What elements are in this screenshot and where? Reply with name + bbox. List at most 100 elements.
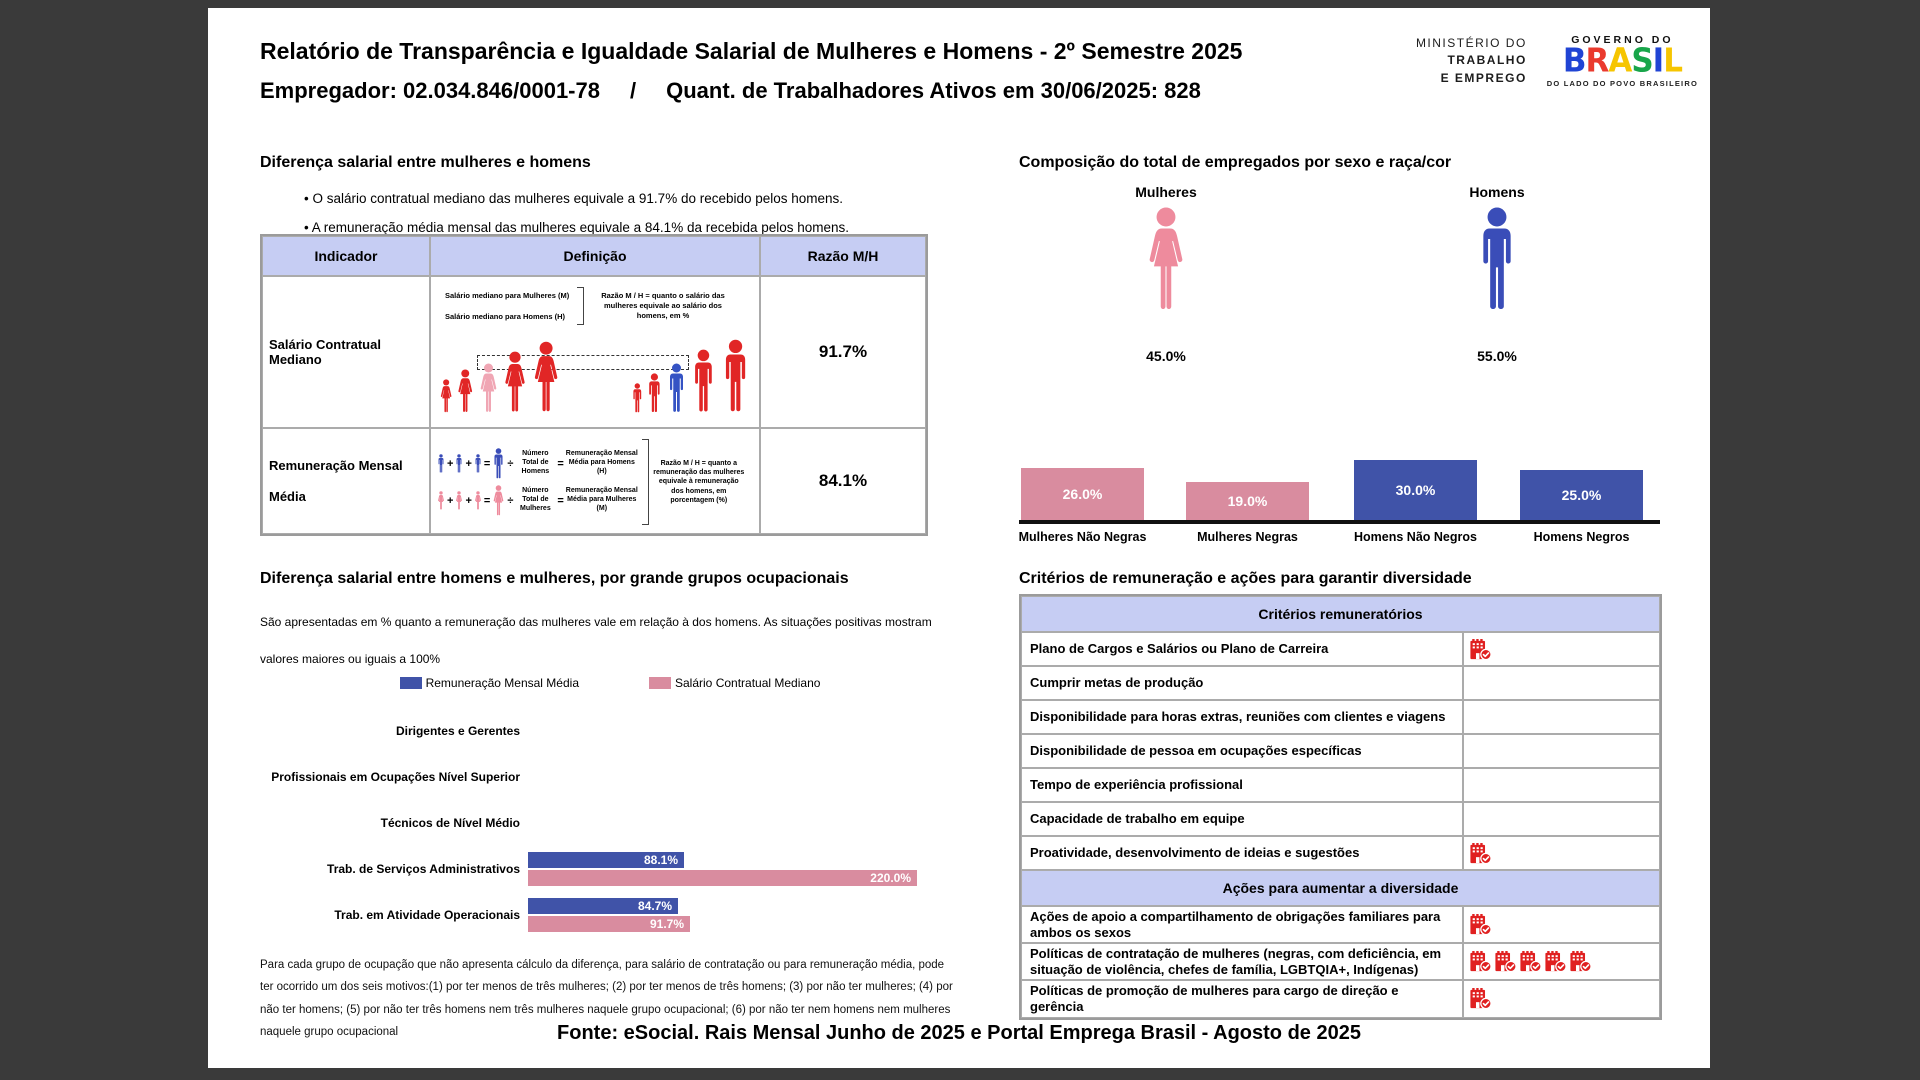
woman-icon xyxy=(437,491,445,510)
woman-icon xyxy=(439,379,453,413)
company-check-icon xyxy=(1495,951,1517,973)
company-check-icon xyxy=(1470,842,1492,864)
plus-sign: + xyxy=(447,457,454,470)
man-icon xyxy=(492,448,505,479)
occupational-description: São apresentadas em % quanto a remuneraç… xyxy=(260,615,932,666)
man-icon xyxy=(720,339,751,413)
criterion-row: Disponibilidade de pessoa em ocupações e… xyxy=(1021,734,1660,768)
company-check-icon xyxy=(1470,638,1492,660)
company-check-icon xyxy=(1570,951,1592,973)
legend-item: Remuneração Mensal Média xyxy=(399,676,579,690)
composition-bar: 26.0% xyxy=(1021,468,1144,520)
criterion-label: Proatividade, desenvolvimento de ideias … xyxy=(1021,836,1463,870)
woman-icon xyxy=(478,363,499,413)
median-pictogram-strip xyxy=(439,339,751,413)
man-icon xyxy=(631,383,644,413)
man-icon xyxy=(474,454,482,473)
composition-category-label: Mulheres Negras xyxy=(1197,530,1298,544)
man-icon xyxy=(646,373,663,413)
occupational-category-label: Técnicos de Nível Médio xyxy=(380,816,520,830)
table-row-median: Salário Contratual Mediano Salário media… xyxy=(262,276,926,428)
brasil-wordmark: BRASIL xyxy=(1562,42,1683,80)
diversity-action-section-header: Ações para aumentar a diversidade xyxy=(1021,870,1660,906)
occupational-category-label: Trab. em Atividade Operacionais xyxy=(334,908,520,922)
mean-ratio-note: Razão M / H = quanto a remuneração das m… xyxy=(653,460,745,504)
plus-sign: + xyxy=(465,457,472,470)
indicator-mean-label: Remuneração Mensal Média xyxy=(262,428,430,534)
equals-sign: = xyxy=(483,457,491,470)
chart-baseline xyxy=(1019,520,1660,524)
criteria-table: Critérios remuneratórios Plano de Cargos … xyxy=(1019,594,1662,1020)
plus-sign: + xyxy=(465,494,472,507)
ministry-logo: MINISTÉRIO DO TRABALHO E EMPREGO xyxy=(1416,35,1527,87)
diversity-action-label: Políticas de promoção de mulheres para c… xyxy=(1021,980,1463,1018)
composition-bar: 25.0% xyxy=(1520,470,1643,520)
criterion-markers-cell xyxy=(1463,802,1660,836)
logo-area: MINISTÉRIO DO TRABALHO E EMPREGO GOVERNO… xyxy=(1348,34,1698,88)
occupational-row: Trab. de Serviços Administrativos 88.1% 22… xyxy=(260,846,960,892)
bullet-median-salary: O salário contratual mediano das mulhere… xyxy=(304,184,849,213)
ministry-line1: MINISTÉRIO DO xyxy=(1415,35,1527,50)
report-source-footer: Fonte: eSocial. Rais Mensal Junho de 202… xyxy=(557,1022,1361,1044)
woman-icon xyxy=(455,491,463,510)
man-icon xyxy=(1476,206,1518,312)
man-icon xyxy=(455,454,463,473)
criterion-label: Disponibilidade para horas extras, reuni… xyxy=(1021,700,1463,734)
salary-gap-bullets: O salário contratual mediano das mulhere… xyxy=(304,184,849,242)
woman-icon xyxy=(456,369,475,413)
occupational-heading: Diferença salarial entre homens e mulher… xyxy=(260,570,849,587)
diversity-action-row: Ações de apoio a compartilhamento de obr… xyxy=(1021,906,1660,944)
criterion-markers-cell xyxy=(1463,734,1660,768)
col-header-razao: Razão M/H xyxy=(760,236,926,276)
occupational-bar: 88.1% xyxy=(528,852,684,868)
median-men-label: Salário mediano para Homens (H) xyxy=(445,312,566,321)
occupational-bar: 91.7% xyxy=(528,916,690,932)
rem-mulheres-label: Remuneração Mensal Média para Mulheres (… xyxy=(565,487,638,512)
criteria-heading: Critérios de remuneração e ações para ga… xyxy=(1019,570,1472,587)
woman-icon xyxy=(492,485,505,516)
mean-definition-diagram: + + = ÷ Número Total de Homens = Remuner… xyxy=(430,428,760,534)
company-check-icon xyxy=(1545,951,1567,973)
woman-icon xyxy=(502,351,528,413)
criterion-markers-cell xyxy=(1463,666,1660,700)
median-diagram-labels: Salário mediano para Mulheres (M) Salári… xyxy=(431,277,759,327)
diversity-action-markers-cell xyxy=(1463,980,1660,1018)
diversity-action-row: Políticas de promoção de mulheres para c… xyxy=(1021,980,1660,1018)
man-icon xyxy=(690,349,717,413)
occupational-row: Trab. em Atividade Operacionais 84.7% 91.7… xyxy=(260,892,960,938)
composition-chart: Mulheres Homens 45.0% 55.0% 26.0% Mulhere… xyxy=(1019,148,1660,558)
criterion-label: Disponibilidade de pessoa em ocupações e… xyxy=(1021,734,1463,768)
composition-bar: 19.0% xyxy=(1186,482,1309,520)
composition-category-label: Homens Negros xyxy=(1533,530,1630,544)
occupational-bar: 84.7% xyxy=(528,898,678,914)
salary-gap-heading: Diferença salarial entre mulheres e home… xyxy=(260,154,591,171)
diversity-action-markers-cell xyxy=(1463,906,1660,944)
criterion-label: Tempo de experiência profissional xyxy=(1021,768,1463,802)
woman-icon xyxy=(1145,206,1187,312)
legend-item: Salário Contratual Mediano xyxy=(649,676,820,690)
bracket-shape xyxy=(641,439,649,525)
chart-legend: Remuneração Mensal Média Salário Contratu… xyxy=(260,676,960,690)
company-check-icon xyxy=(1470,988,1492,1010)
divide-sign: ÷ xyxy=(507,457,514,470)
median-ratio-note: Razão M / H = quanto o salário das mulhe… xyxy=(601,290,725,321)
occupational-category-label: Dirigentes e Gerentes xyxy=(395,724,520,738)
indicator-table: Indicador Definição Razão M/H Salário Co… xyxy=(260,234,928,536)
ministry-line3: E EMPREGO xyxy=(1440,70,1527,85)
occupational-row: Profissionais em Ocupações Nível Superio… xyxy=(260,754,960,800)
occupational-bar-chart: Dirigentes e Gerentes Profissionais em Oc… xyxy=(260,708,960,938)
rem-homens-label: Remuneração Mensal Média para Homens (H) xyxy=(565,450,638,475)
criterion-row: Plano de Cargos e Salários ou Plano de C… xyxy=(1021,632,1660,666)
diversity-action-row: Políticas de contratação de mulheres (ne… xyxy=(1021,943,1660,981)
subtitle-separator: / xyxy=(629,78,637,103)
company-check-icon xyxy=(1520,951,1542,973)
men-percentage: 55.0% xyxy=(1477,348,1517,364)
plus-sign: + xyxy=(447,494,454,507)
company-check-icon xyxy=(1470,914,1492,936)
criterion-markers-cell xyxy=(1463,632,1660,666)
occupational-bars: 88.1% 220.0% xyxy=(528,852,960,886)
women-percentage: 45.0% xyxy=(1146,348,1186,364)
median-ratio-value: 91.7% xyxy=(760,276,926,428)
women-pictogram-group xyxy=(439,341,561,413)
mean-ratio-value: 84.1% xyxy=(760,428,926,534)
